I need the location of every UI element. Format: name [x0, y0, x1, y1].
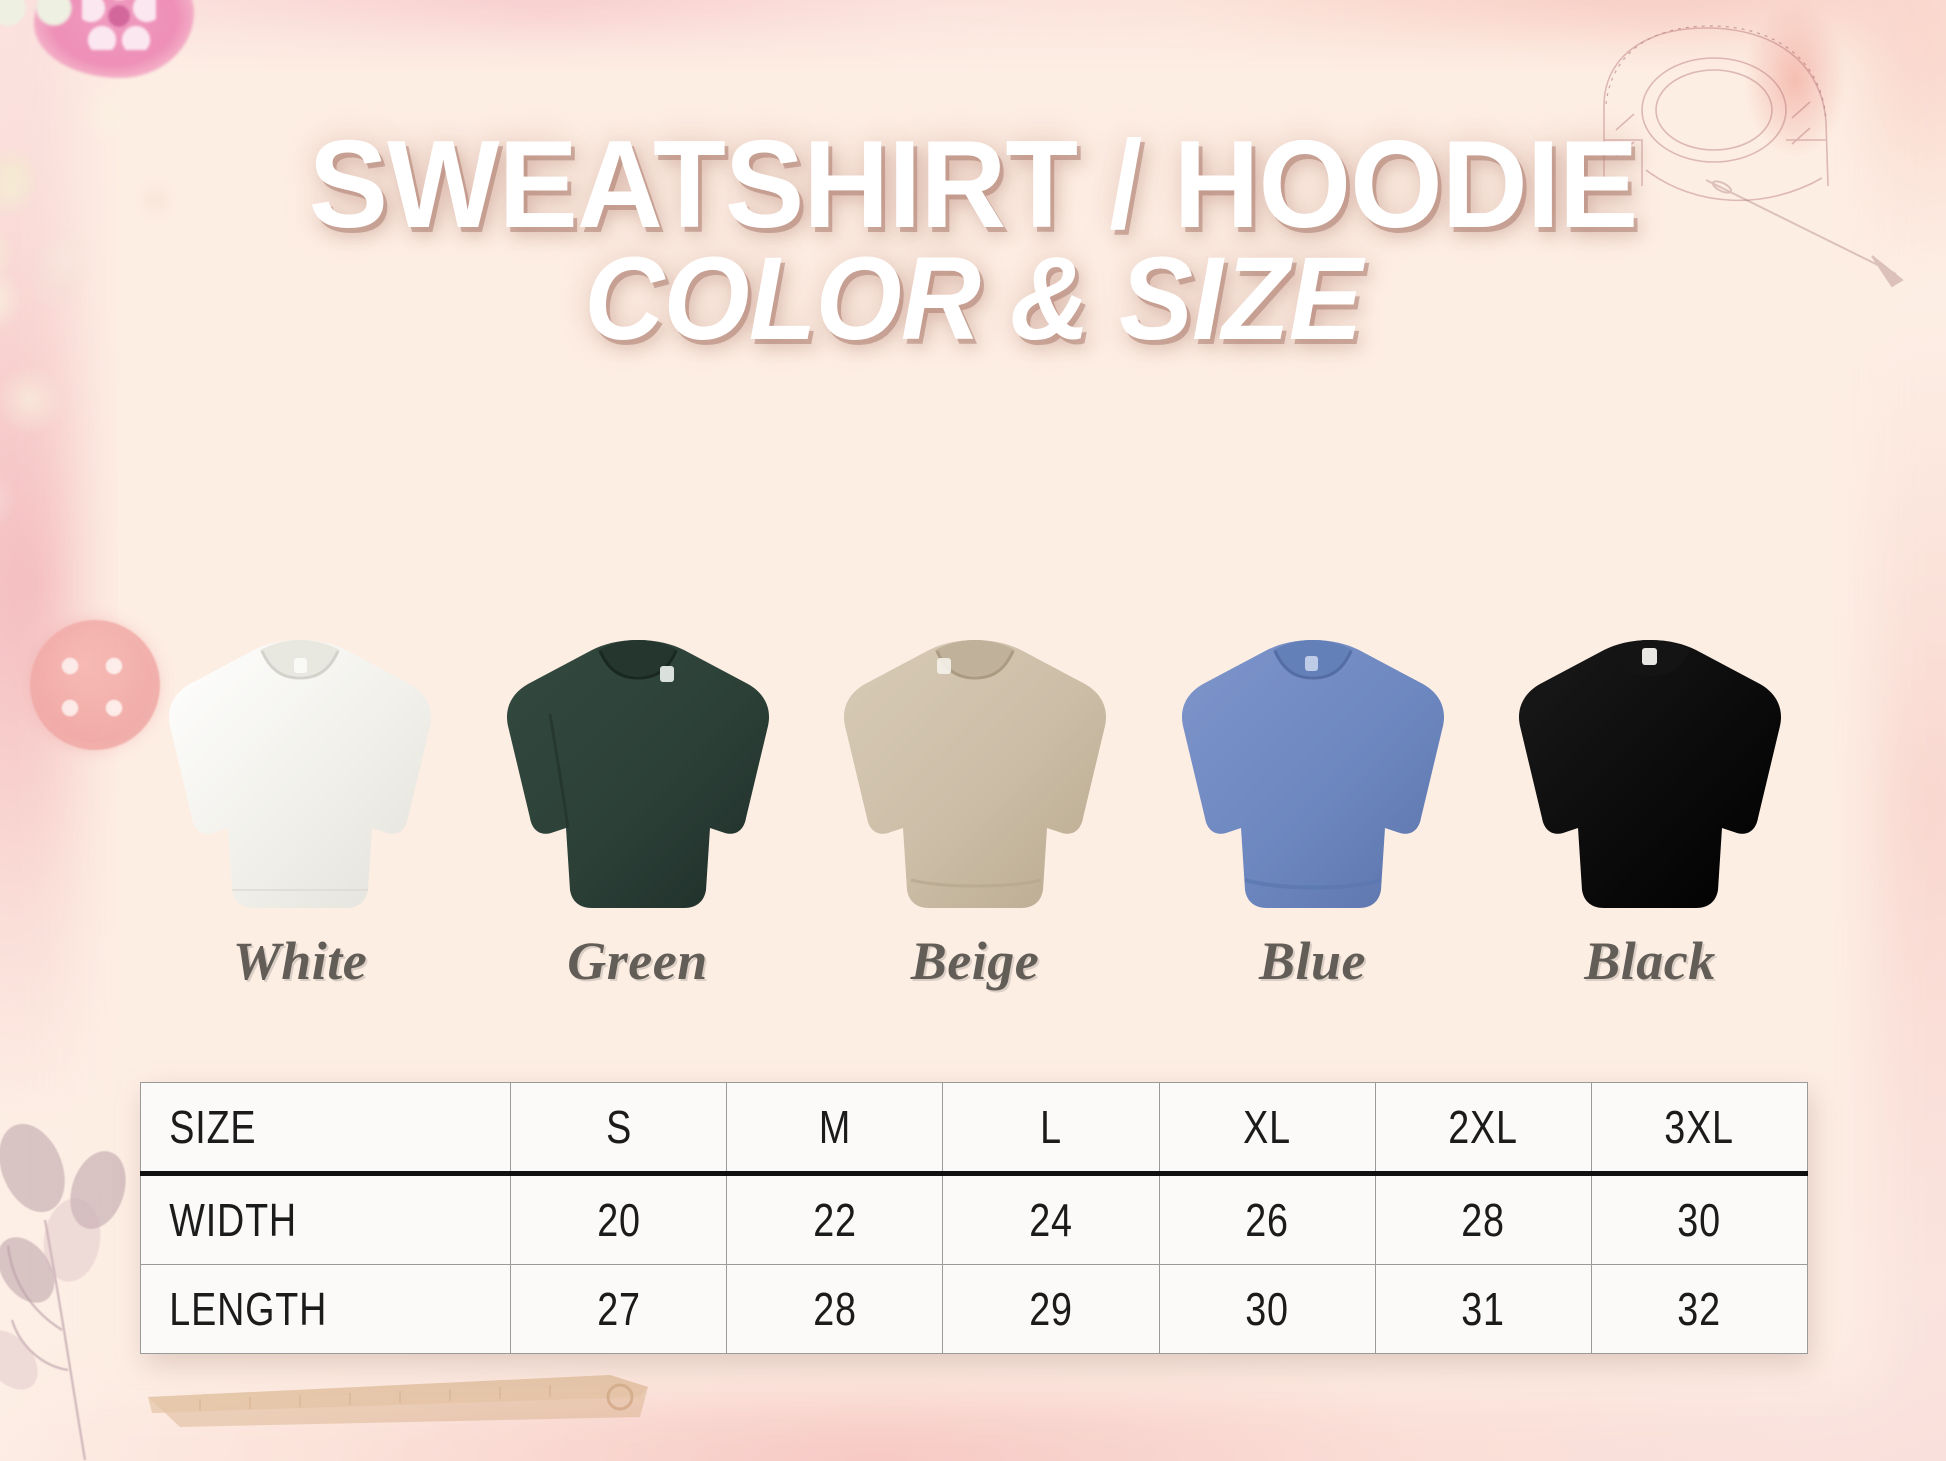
sweatshirt-icon-beige	[843, 640, 1107, 908]
color-label-blue: Blue	[1258, 931, 1367, 991]
table-header-l: L	[962, 1082, 1141, 1176]
table-header-size: SIZE	[140, 1082, 445, 1176]
sweatshirt-black[interactable]	[1500, 452, 1800, 922]
color-label-beige: Beige	[910, 931, 1040, 991]
width-m: 22	[745, 1173, 924, 1265]
table-header-3xl: 3XL	[1610, 1082, 1789, 1176]
row-label-length: LENGTH	[140, 1264, 445, 1354]
width-l: 24	[962, 1173, 1141, 1265]
sweatshirt-icon-blue	[1181, 640, 1444, 908]
color-label-row: White Green Beige Blue Black	[150, 930, 1800, 992]
table-header-row: SIZE S M L XL 2XL 3XL	[140, 1082, 1808, 1176]
table-row-length: LENGTH 27 28 29 30 31 32	[140, 1264, 1808, 1354]
sweatshirt-white[interactable]	[150, 452, 450, 922]
title-line-2: COLOR & SIZE	[584, 233, 1362, 366]
color-label-white: White	[232, 931, 368, 991]
color-label-green: Green	[567, 931, 708, 991]
table-header-s: S	[529, 1082, 708, 1176]
sweatshirt-icon-white	[168, 640, 432, 908]
length-2xl: 31	[1394, 1264, 1573, 1354]
table-header-xl: XL	[1178, 1082, 1357, 1176]
width-2xl: 28	[1394, 1173, 1573, 1265]
sweatshirt-green[interactable]	[488, 452, 788, 922]
row-label-width: WIDTH	[140, 1173, 445, 1265]
width-xl: 26	[1178, 1173, 1357, 1265]
table-row-width: WIDTH 20 22 24 26 28 30	[140, 1173, 1808, 1265]
sweatshirt-icon-green	[506, 640, 769, 908]
length-l: 29	[962, 1264, 1141, 1354]
sweatshirt-swatch-row	[150, 452, 1800, 922]
sweatshirt-beige[interactable]	[825, 452, 1125, 922]
length-xl: 30	[1178, 1264, 1357, 1354]
width-s: 20	[529, 1173, 708, 1265]
table-header-m: M	[745, 1082, 924, 1176]
size-table-container: SIZE S M L XL 2XL 3XL WIDTH 20 22 24 26 …	[140, 1082, 1808, 1354]
length-3xl: 32	[1610, 1264, 1789, 1354]
title-line-1: SWEATSHIRT / HOODIE	[308, 116, 1639, 254]
sweatshirt-blue[interactable]	[1163, 452, 1463, 922]
page-title: SWEATSHIRT / HOODIE COLOR & SIZE	[0, 116, 1946, 366]
color-label-black: Black	[1584, 931, 1716, 991]
length-s: 27	[529, 1264, 708, 1354]
length-m: 28	[745, 1264, 924, 1354]
width-3xl: 30	[1610, 1173, 1789, 1265]
table-header-2xl: 2XL	[1394, 1082, 1573, 1176]
size-table: SIZE S M L XL 2XL 3XL WIDTH 20 22 24 26 …	[140, 1082, 1808, 1354]
sweatshirt-icon-black	[1518, 640, 1782, 908]
